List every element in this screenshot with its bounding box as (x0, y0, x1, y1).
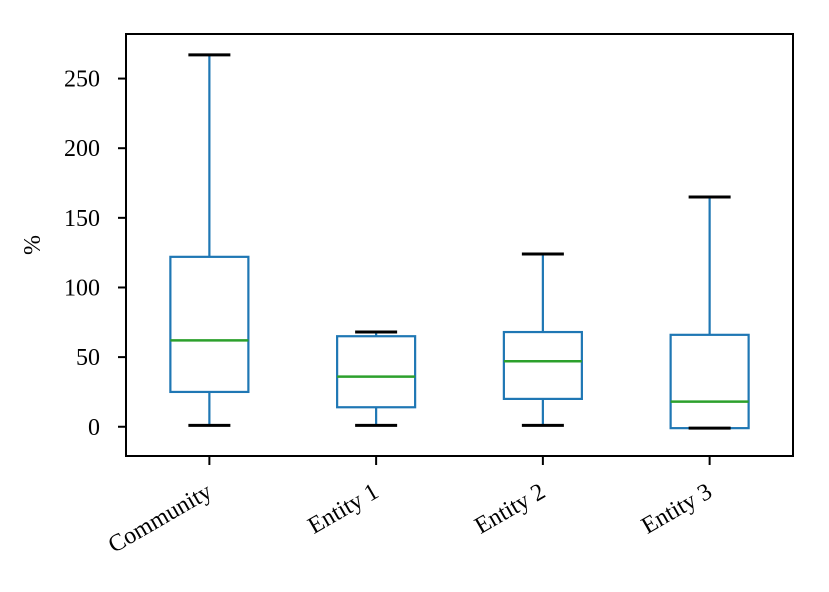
y-tick-label: 200 (64, 136, 100, 162)
x-tick-label-entity-3: Entity 3 (637, 479, 716, 540)
box-community (169, 255, 250, 394)
x-tick-label-entity-2: Entity 2 (470, 479, 549, 540)
x-tick-label-community: Community (104, 479, 216, 559)
y-axis-label: % (20, 235, 46, 255)
box-entity-2 (502, 330, 583, 400)
y-tick-label: 0 (88, 415, 100, 441)
y-tick-label: 250 (64, 67, 100, 93)
y-tick-label: 50 (76, 345, 100, 371)
box-entity-1 (336, 335, 417, 409)
y-tick-label: 150 (64, 206, 100, 232)
axes-frame (125, 33, 794, 457)
box-entity-3 (669, 333, 750, 430)
y-tick-label: 100 (64, 275, 100, 301)
x-tick-label-entity-1: Entity 1 (304, 479, 383, 540)
